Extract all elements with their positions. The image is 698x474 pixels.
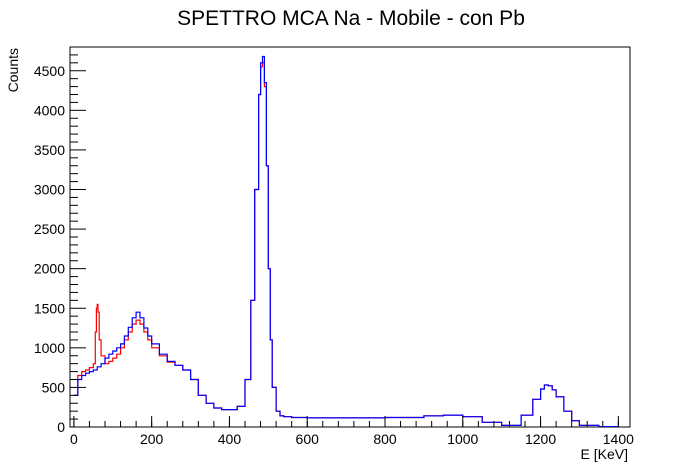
x-tick-label: 800 (373, 431, 397, 447)
x-tick-label: 0 (70, 431, 78, 447)
x-tick-label: 200 (140, 431, 164, 447)
chart-title: SPETTRO MCA Na - Mobile - con Pb (177, 7, 525, 30)
series-line-1 (73, 62, 619, 427)
series-line-2 (73, 55, 619, 427)
x-axis: 0 200 400 600 800 1000 1200 1400 (70, 416, 634, 447)
y-tick-label: 3500 (34, 142, 65, 158)
y-tick-label: 0 (57, 419, 65, 435)
x-tick-label: 400 (218, 431, 242, 447)
y-tick-label: 2500 (34, 221, 65, 237)
y-tick-label: 4000 (34, 102, 65, 118)
y-tick-label: 1500 (34, 300, 65, 316)
y-tick-label: 2000 (34, 261, 65, 277)
plot-frame (69, 46, 631, 428)
x-tick-label: 1000 (447, 431, 478, 447)
y-tick-label: 500 (42, 379, 66, 395)
x-tick-label: 600 (296, 431, 320, 447)
y-tick-label: 1000 (34, 340, 65, 356)
y-axis-label: Counts (5, 48, 21, 92)
series-group (73, 55, 619, 427)
x-tick-label: 1400 (603, 431, 634, 447)
y-tick-label: 4500 (34, 63, 65, 79)
y-tick-label: 3000 (34, 182, 65, 198)
x-tick-label: 1200 (525, 431, 556, 447)
x-axis-label: E [KeV] (581, 446, 628, 462)
y-axis: 0 500 1000 1500 2000 2500 3000 3500 4000 4500 (34, 46, 86, 435)
